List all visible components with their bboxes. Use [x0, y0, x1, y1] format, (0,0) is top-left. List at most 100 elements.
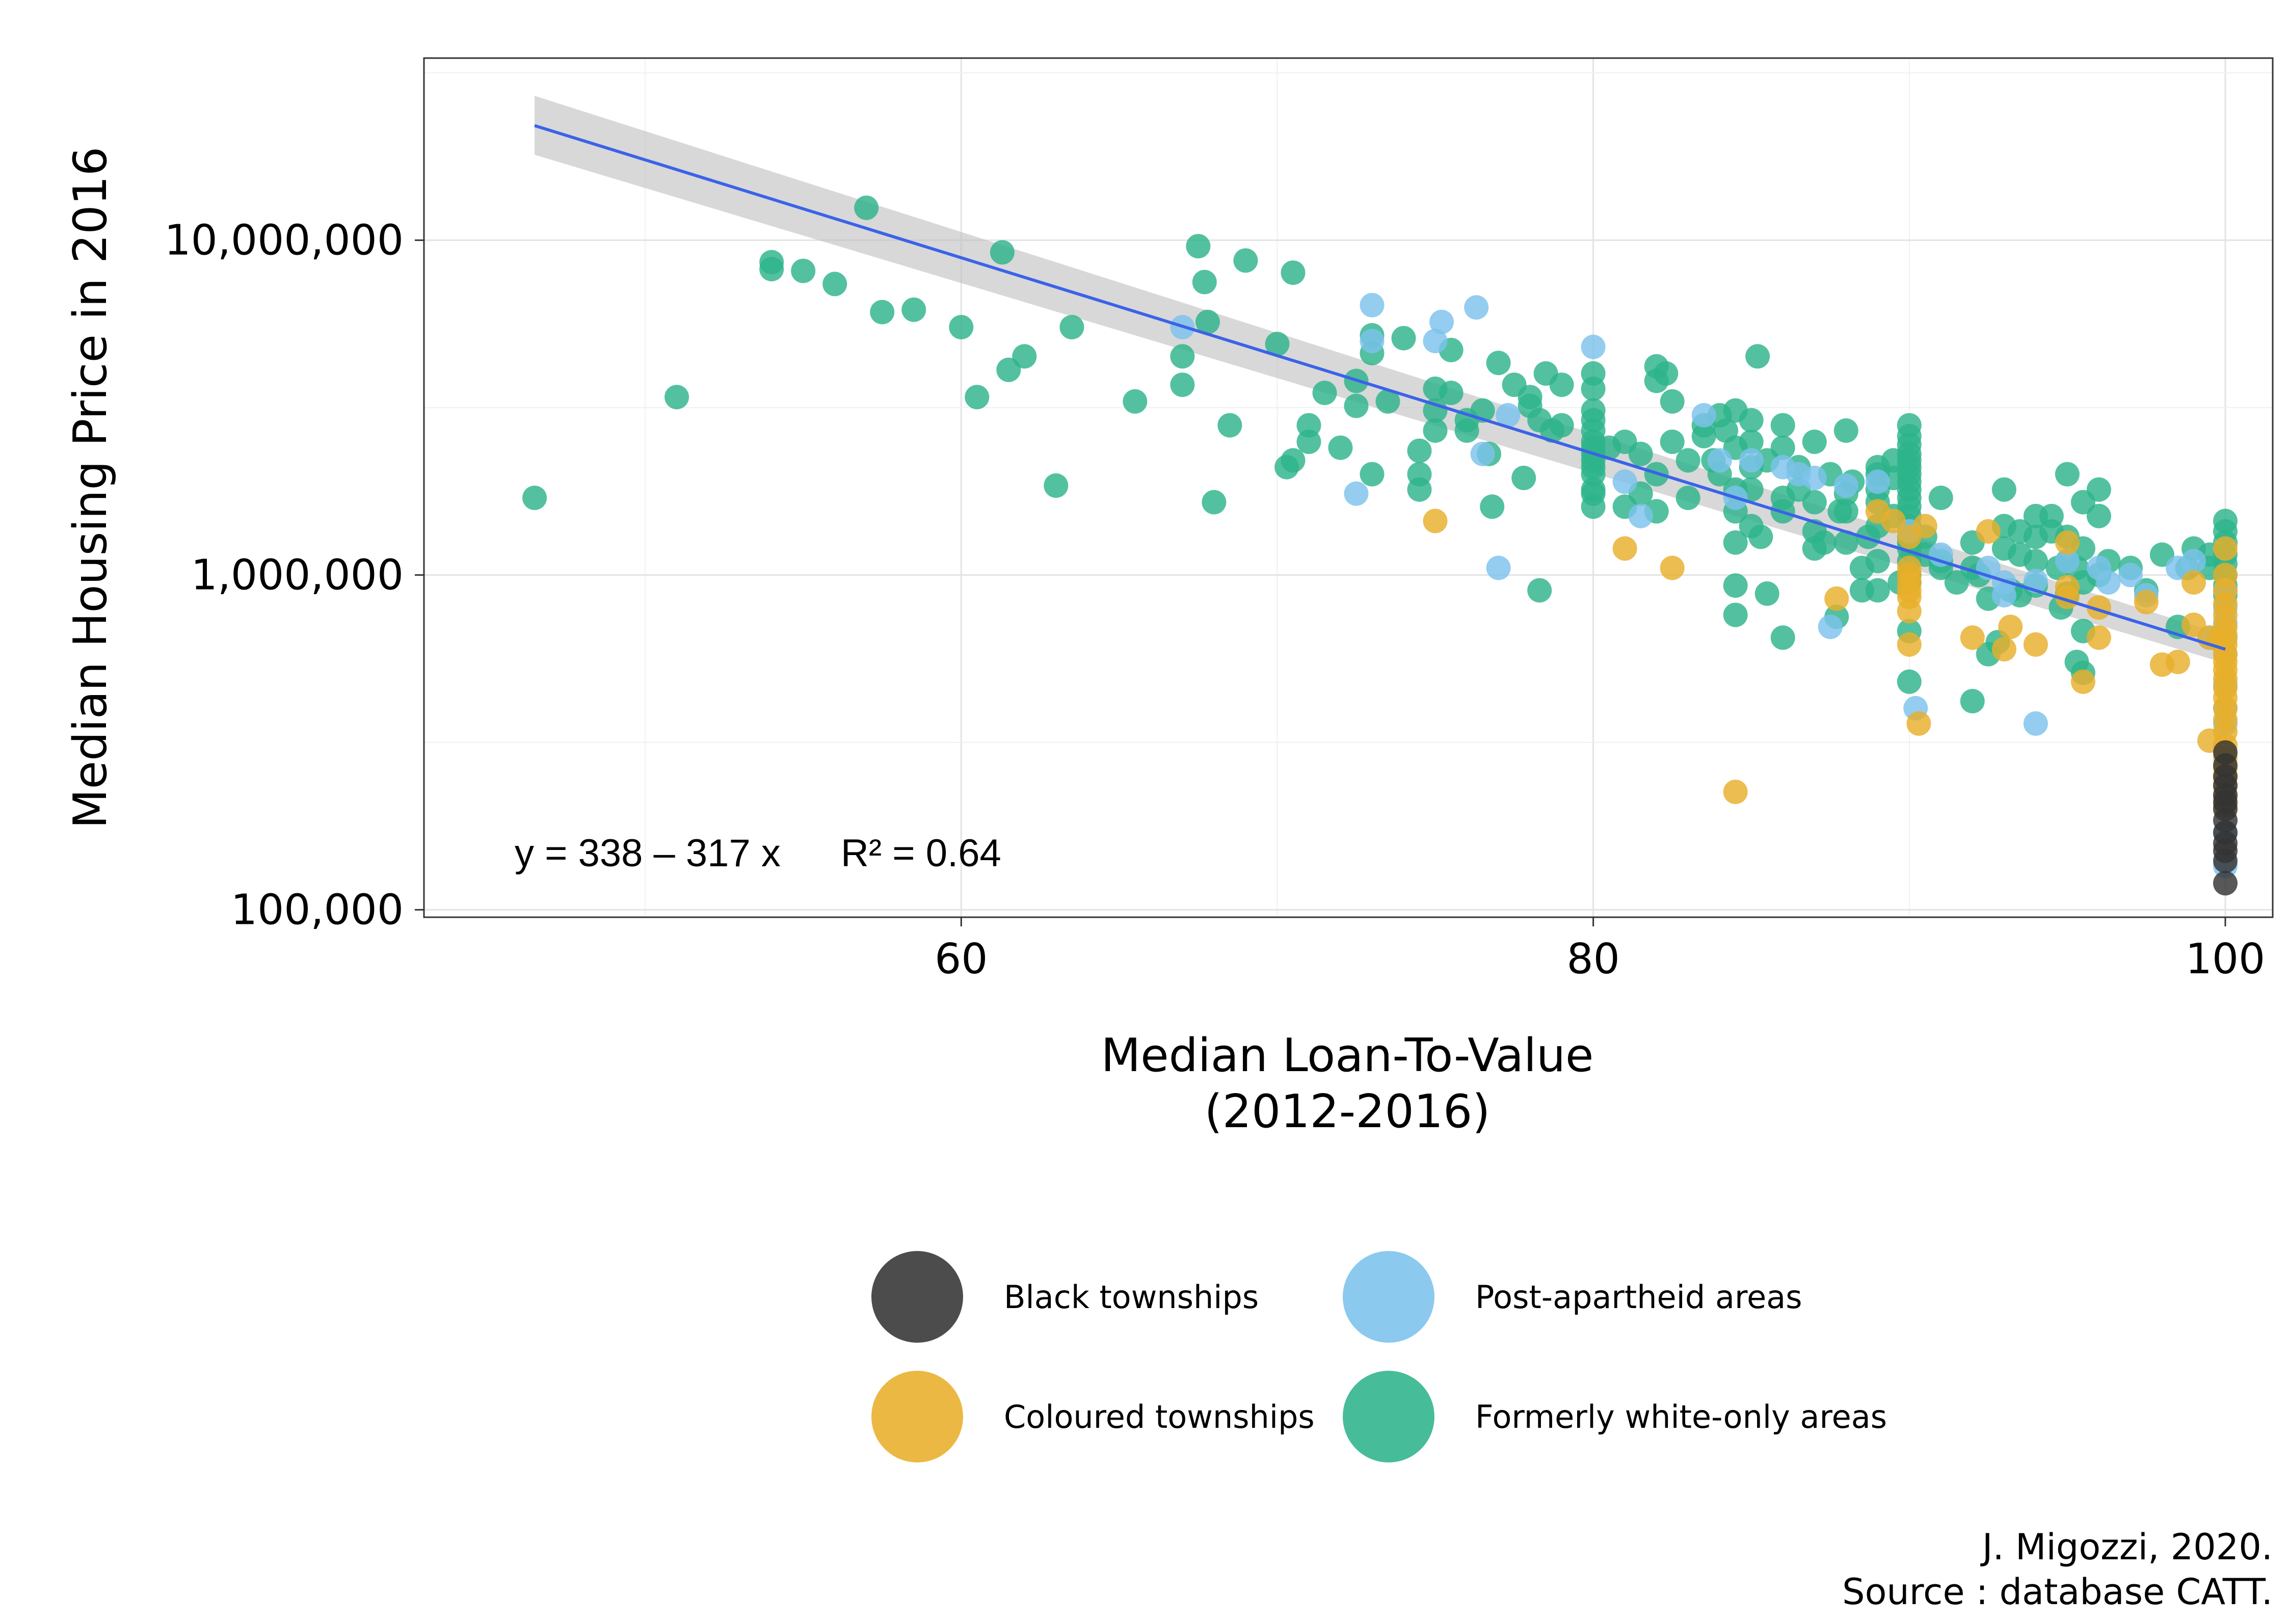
data-point: [1059, 315, 1084, 339]
data-point: [1202, 490, 1227, 515]
data-point: [1192, 270, 1217, 295]
data-point: [1344, 393, 1369, 418]
data-point: [1511, 465, 1536, 490]
data-point: [1691, 423, 1716, 448]
data-point: [1360, 329, 1385, 354]
data-point: [1612, 469, 1637, 494]
data-point: [1470, 441, 1495, 466]
data-point: [2055, 530, 2080, 555]
data-point: [1723, 573, 1748, 598]
legend-swatch: [1343, 1251, 1434, 1343]
legend-label: Black townships: [1004, 1279, 1259, 1316]
data-point: [1897, 599, 1922, 624]
data-point: [1865, 469, 1890, 494]
data-point: [1612, 536, 1637, 561]
data-point: [664, 385, 689, 410]
legend: Black townships Post-apartheid areas Colou…: [871, 1251, 1887, 1462]
data-point: [2134, 590, 2159, 615]
y-axis-title: Median Housing Price in 2016: [64, 147, 117, 829]
data-point: [1707, 448, 1732, 473]
data-point: [822, 272, 847, 297]
series-post-apartheid-areas: [1170, 292, 2238, 878]
legend-label: Post-apartheid areas: [1475, 1279, 1802, 1316]
x-tick-label: 80: [1566, 935, 1619, 983]
data-point: [1360, 462, 1385, 487]
data-point: [2181, 549, 2206, 574]
data-point: [1423, 509, 1448, 534]
data-point: [2023, 549, 2048, 574]
data-point: [1770, 435, 1795, 460]
data-point: [2213, 871, 2238, 896]
y-tick-label: 1,000,000: [191, 551, 404, 599]
regression-line-path: [534, 124, 2226, 651]
data-point: [1723, 530, 1748, 555]
data-point: [1296, 430, 1321, 454]
data-point: [1960, 625, 1985, 650]
y-tick-label: 100,000: [231, 886, 404, 934]
data-point: [1944, 570, 1969, 595]
data-point: [1281, 260, 1306, 285]
regression-r2: R² = 0.64: [841, 832, 1001, 875]
data-point: [1824, 586, 1849, 611]
data-point: [2023, 569, 2048, 593]
data-point: [1675, 486, 1700, 510]
data-point: [1833, 530, 1858, 555]
data-point: [1464, 295, 1489, 320]
y-axis-ticks: 100,000 1,000,000 10,000,000: [165, 216, 424, 934]
data-point: [1739, 408, 1764, 433]
data-point: [1265, 332, 1290, 356]
data-point: [1274, 455, 1299, 480]
x-axis-ticks: 60 80 100: [935, 917, 2265, 983]
data-point: [1527, 578, 1552, 603]
regression-annotation: y = 338 – 317 x R² = 0.64: [515, 832, 1001, 875]
data-point: [1739, 448, 1764, 473]
legend-item: Black townships: [871, 1251, 1259, 1343]
data-point: [1654, 361, 1679, 386]
data-point: [1439, 381, 1464, 405]
legend-swatch: [871, 1251, 963, 1343]
data-point: [1186, 234, 1211, 259]
series-black-townships: [2213, 740, 2238, 896]
data-point: [1360, 292, 1385, 317]
data-point: [1660, 430, 1685, 454]
legend-item: Post-apartheid areas: [1343, 1251, 1802, 1343]
data-point: [1375, 389, 1400, 414]
data-point: [1407, 477, 1432, 502]
data-point: [1423, 329, 1448, 354]
data-point: [1691, 403, 1716, 428]
data-point: [1581, 494, 1606, 519]
data-point: [791, 258, 816, 283]
data-point: [2086, 477, 2111, 502]
data-point: [990, 240, 1015, 265]
data-point: [1312, 381, 1337, 405]
data-point: [2023, 632, 2048, 657]
data-point: [1675, 448, 1700, 473]
data-point: [1581, 376, 1606, 401]
confidence-band: [535, 96, 2225, 663]
data-point: [1770, 413, 1795, 438]
data-point: [2086, 625, 2111, 650]
data-point: [1833, 418, 1858, 443]
data-point: [1991, 583, 2016, 608]
data-point: [1802, 430, 1827, 454]
data-point: [1802, 490, 1827, 515]
data-point: [1906, 711, 1931, 736]
data-point: [1833, 499, 1858, 524]
data-point: [1912, 514, 1937, 539]
data-point: [1170, 344, 1195, 369]
legend-swatch: [1343, 1371, 1434, 1462]
caption-source: Source : database CATT.: [1842, 1571, 2273, 1613]
data-point: [2055, 549, 2080, 574]
data-point: [1454, 418, 1479, 443]
data-point: [1865, 549, 1890, 574]
data-point: [1486, 351, 1511, 376]
data-point: [2070, 669, 2095, 694]
data-point: [1754, 581, 1779, 606]
caption-author: J. Migozzi, 2020.: [1980, 1526, 2273, 1568]
data-point: [2086, 503, 2111, 528]
data-point: [1976, 519, 2001, 544]
data-point: [1423, 398, 1448, 423]
data-point: [1328, 435, 1353, 460]
data-point: [1480, 494, 1505, 519]
